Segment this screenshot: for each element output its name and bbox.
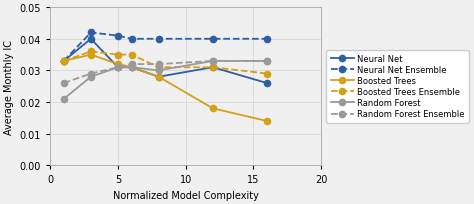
Neural Net Ensemble (61, 60, 67, 63)
Boosted Trees Ensemble (115, 54, 121, 57)
Boosted Trees Ensemble (88, 51, 94, 53)
X-axis label: Normalized Model Complexity: Normalized Model Complexity (113, 190, 259, 200)
Random Forest Ensemble (61, 82, 67, 85)
Line: Random Forest Ensemble: Random Forest Ensemble (61, 59, 270, 87)
Line: Boosted Trees Ensemble: Boosted Trees Ensemble (61, 49, 270, 77)
Random Forest Ensemble (156, 63, 162, 66)
Random Forest (128, 67, 134, 69)
Random Forest Ensemble (210, 60, 216, 63)
Random Forest (115, 67, 121, 69)
Boosted Trees Ensemble (264, 73, 270, 75)
Y-axis label: Average Monthly IC: Average Monthly IC (4, 40, 14, 134)
Random Forest (88, 76, 94, 79)
Random Forest (210, 60, 216, 63)
Random Forest Ensemble (88, 73, 94, 75)
Random Forest (264, 60, 270, 63)
Neural Net (264, 82, 270, 85)
Neural Net (128, 67, 134, 69)
Boosted Trees Ensemble (156, 67, 162, 69)
Boosted Trees Ensemble (61, 60, 67, 63)
Boosted Trees (128, 67, 134, 69)
Neural Net (156, 76, 162, 79)
Neural Net (115, 67, 121, 69)
Line: Neural Net: Neural Net (61, 37, 270, 87)
Boosted Trees (210, 108, 216, 110)
Neural Net Ensemble (115, 35, 121, 38)
Neural Net Ensemble (156, 38, 162, 41)
Legend: Neural Net, Neural Net Ensemble, Boosted Trees, Boosted Trees Ensemble, Random F: Neural Net, Neural Net Ensemble, Boosted… (327, 51, 469, 123)
Random Forest (61, 98, 67, 101)
Boosted Trees (88, 54, 94, 57)
Line: Random Forest: Random Forest (61, 59, 270, 102)
Line: Boosted Trees: Boosted Trees (61, 52, 270, 124)
Random Forest Ensemble (264, 60, 270, 63)
Random Forest Ensemble (115, 67, 121, 69)
Boosted Trees (264, 120, 270, 123)
Random Forest Ensemble (128, 63, 134, 66)
Neural Net Ensemble (128, 38, 134, 41)
Neural Net (88, 38, 94, 41)
Neural Net (61, 60, 67, 63)
Neural Net Ensemble (264, 38, 270, 41)
Boosted Trees Ensemble (128, 54, 134, 57)
Boosted Trees Ensemble (210, 67, 216, 69)
Neural Net (210, 67, 216, 69)
Boosted Trees (115, 63, 121, 66)
Random Forest (156, 70, 162, 72)
Boosted Trees (61, 60, 67, 63)
Boosted Trees (156, 76, 162, 79)
Line: Neural Net Ensemble: Neural Net Ensemble (61, 30, 270, 65)
Neural Net Ensemble (210, 38, 216, 41)
Neural Net Ensemble (88, 32, 94, 34)
